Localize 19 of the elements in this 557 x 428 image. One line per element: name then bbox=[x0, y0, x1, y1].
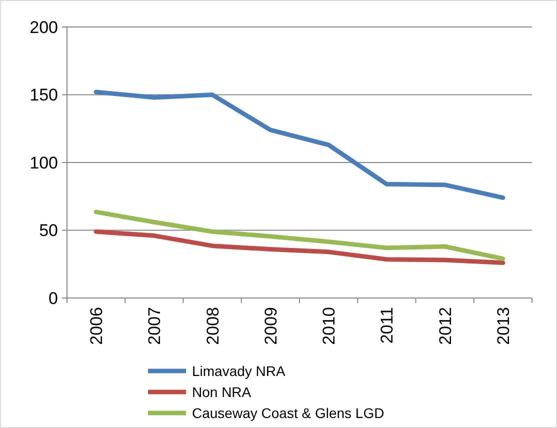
x-tick-label: 2009 bbox=[261, 307, 280, 345]
line-series bbox=[94, 90, 506, 200]
y-tick-label: 100 bbox=[30, 153, 58, 172]
y-tick-label: 50 bbox=[39, 221, 58, 240]
x-tick-label: 2011 bbox=[378, 307, 397, 344]
line-series bbox=[94, 229, 506, 266]
legend-label: Non NRA bbox=[192, 384, 252, 400]
y-tick-label: 150 bbox=[30, 86, 58, 105]
x-tick-label: 2008 bbox=[203, 307, 222, 345]
legend-label: Causeway Coast & Glens LGD bbox=[192, 404, 384, 421]
x-tick-label: 2013 bbox=[494, 307, 513, 345]
y-tick-label: 200 bbox=[30, 18, 58, 37]
x-tick-label: 2007 bbox=[145, 307, 164, 345]
y-tick-label: 0 bbox=[48, 288, 58, 308]
line-series bbox=[94, 210, 506, 261]
x-tick-label: 2006 bbox=[87, 307, 106, 345]
x-tick-label: 2012 bbox=[436, 307, 455, 345]
legend-label: Limavady NRA bbox=[192, 362, 286, 379]
x-tick-label: 2010 bbox=[320, 307, 339, 345]
